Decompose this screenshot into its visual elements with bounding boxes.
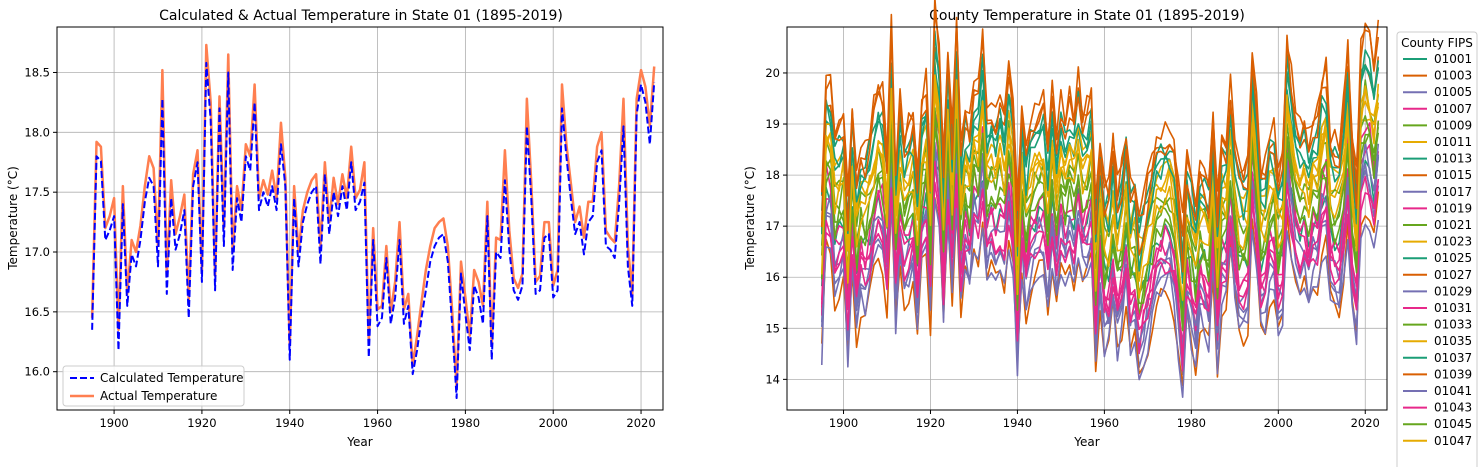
chart1-y-axis-title: Temperature (°C) (6, 166, 20, 271)
legend-label-01011: 01011 (1434, 135, 1472, 149)
legend-label-01019: 01019 (1434, 201, 1472, 215)
chart1-y-tick-label: 17.5 (24, 185, 50, 199)
chart1-grid (57, 27, 663, 410)
chart1-x-tick-label: 1940 (275, 416, 304, 430)
chart1-x-ticks: 1900 1920 1940 1960 1980 2000 2020 (99, 410, 656, 430)
chart2-lines (820, 0, 1380, 399)
legend-label-01001: 01001 (1434, 52, 1472, 66)
chart2-y-tick-label: 14 (765, 372, 780, 386)
legend-label-01003: 01003 (1434, 69, 1472, 83)
chart2-x-tick-label: 1960 (1090, 416, 1119, 430)
chart-county-temperatures: County Temperature in State 01 (1895-201… (743, 0, 1478, 467)
chart1-y-tick-label: 16.0 (24, 365, 50, 379)
legend-label-01039: 01039 (1434, 367, 1472, 381)
legend-label-01031: 01031 (1434, 301, 1472, 315)
chart2-x-axis-title: Year (1073, 435, 1099, 449)
chart2-y-tick-label: 16 (765, 270, 780, 284)
chart1-lines (90, 43, 656, 400)
chart1-x-tick-label: 1980 (451, 416, 480, 430)
series-county-01041 (820, 198, 1380, 352)
legend-label-01025: 01025 (1434, 251, 1472, 265)
legend-actual-label: Actual Temperature (100, 389, 217, 403)
chart2-plot-frame (786, 26, 1388, 411)
chart2-legend-title: County FIPS (1401, 36, 1473, 50)
chart2-x-tick-label: 1940 (1003, 416, 1032, 430)
chart1-plot-frame (56, 26, 664, 411)
chart1-legend: Calculated Temperature Actual Temperatur… (62, 365, 245, 407)
legend-label-01023: 01023 (1434, 235, 1472, 249)
chart2-legend: County FIPS 0100101003010050100701009010… (1396, 31, 1478, 467)
chart1-y-ticks: 16.0 16.5 17.0 17.5 18.0 18.5 (24, 65, 57, 379)
series-county-01039 (820, 10, 1380, 273)
chart2-x-tick-label: 2020 (1351, 416, 1380, 430)
legend-label-01015: 01015 (1434, 168, 1472, 182)
chart2-x-tick-label: 1980 (1177, 416, 1206, 430)
legend-label-01009: 01009 (1434, 118, 1472, 132)
chart2-y-tick-label: 15 (765, 321, 780, 335)
legend-label-01021: 01021 (1434, 218, 1472, 232)
legend-label-01045: 01045 (1434, 417, 1472, 431)
legend-label-01043: 01043 (1434, 401, 1472, 415)
chart2-title: County Temperature in State 01 (1895-201… (929, 8, 1245, 24)
chart2-x-ticks: 1900 1920 1940 1960 1980 2000 2020 (829, 410, 1380, 430)
chart1-y-tick-label: 16.5 (24, 305, 50, 319)
legend-label-01041: 01041 (1434, 384, 1472, 398)
chart1-legend-box (62, 365, 245, 407)
series-county-01043 (820, 160, 1380, 357)
legend-calculated-label: Calculated Temperature (100, 371, 244, 385)
legend-label-01013: 01013 (1434, 152, 1472, 166)
chart1-y-tick-label: 18.0 (24, 125, 50, 139)
series-county-01047 (820, 74, 1380, 301)
legend-label-01029: 01029 (1434, 284, 1472, 298)
legend-label-01005: 01005 (1434, 85, 1472, 99)
legend-label-01033: 01033 (1434, 318, 1472, 332)
legend-label-01007: 01007 (1434, 102, 1472, 116)
chart1-x-tick-label: 2020 (626, 416, 655, 430)
chart2-y-tick-label: 20 (765, 66, 780, 80)
legend-label-01037: 01037 (1434, 351, 1472, 365)
legend-label-01027: 01027 (1434, 268, 1472, 282)
chart2-y-tick-label: 17 (765, 219, 780, 233)
chart2-y-tick-label: 19 (765, 117, 780, 131)
legend-label-01035: 01035 (1434, 334, 1472, 348)
chart2-y-axis-title: Temperature (°C) (743, 166, 757, 271)
chart-calculated-vs-actual: Calculated & Actual Temperature in State… (6, 8, 664, 449)
chart2-legend-items: 01001 01003 01005 01007 01009 01011 01013 01015… (1403, 52, 1472, 448)
chart2-x-tick-label: 1900 (829, 416, 858, 430)
chart1-y-tick-label: 18.5 (24, 65, 50, 79)
chart1-x-tick-label: 1900 (99, 416, 128, 430)
chart1-y-tick-label: 17.0 (24, 245, 50, 259)
chart1-x-tick-label: 1920 (187, 416, 216, 430)
chart2-y-tick-label: 18 (765, 168, 780, 182)
chart1-x-axis-title: Year (346, 435, 372, 449)
chart2-y-ticks: 14 15 16 17 18 19 20 (765, 66, 787, 386)
chart1-title: Calculated & Actual Temperature in State… (159, 8, 563, 24)
chart2-x-tick-label: 1920 (916, 416, 945, 430)
chart2-x-tick-label: 2000 (1264, 416, 1293, 430)
legend-label-01047: 01047 (1434, 434, 1472, 448)
series-calculated-temperature (91, 61, 656, 400)
chart1-x-tick-label: 2000 (539, 416, 568, 430)
chart1-x-tick-label: 1960 (363, 416, 392, 430)
legend-label-01017: 01017 (1434, 185, 1472, 199)
series-actual-temperature (90, 43, 656, 388)
series-county-01037 (820, 51, 1380, 284)
